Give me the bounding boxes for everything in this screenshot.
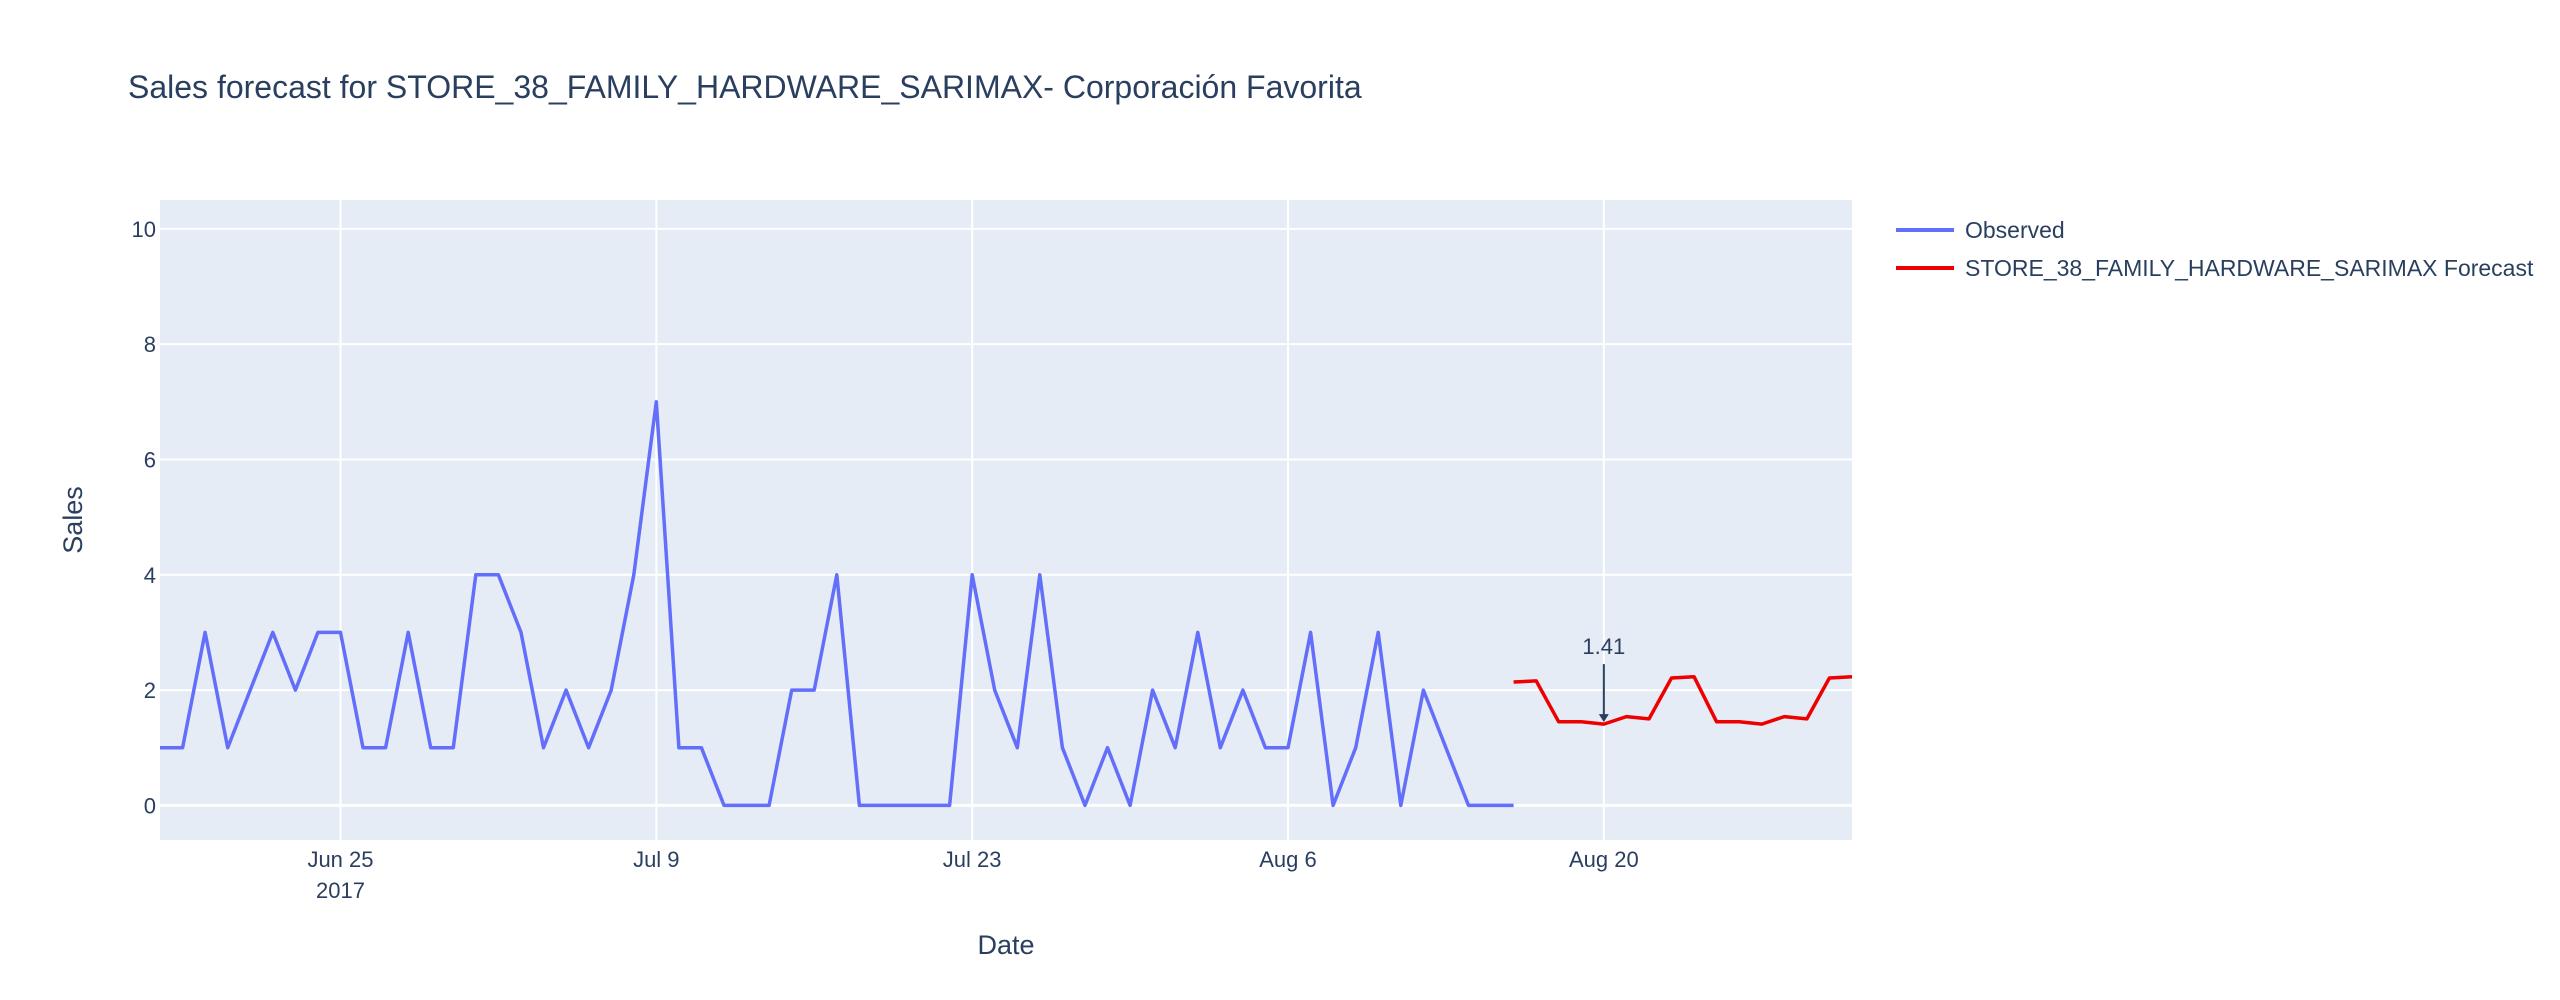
legend-item-1[interactable]: Observed — [1896, 217, 2065, 243]
y-axis-ticks: 0 2 4 6 8 10 — [132, 217, 156, 819]
legend-label: STORE_38_FAMILY_HARDWARE_SARIMAX Forecas… — [1965, 255, 2534, 281]
series-line-2 — [1513, 675, 1853, 726]
annotations: 1.41 — [1582, 634, 1625, 723]
y-tick-label: 6 — [144, 447, 156, 472]
x-tick-sublabel: 2017 — [316, 878, 365, 903]
series-line-1 — [160, 400, 1514, 808]
y-tick-label: 10 — [132, 217, 156, 242]
x-tick-label: Jun 25 — [307, 847, 373, 872]
x-tick-label: Jul 9 — [633, 847, 679, 872]
x-axis-title: Date — [977, 930, 1034, 960]
grid-lines — [160, 200, 1852, 840]
x-tick-label: Aug 6 — [1259, 847, 1317, 872]
x-tick-label: Aug 20 — [1569, 847, 1639, 872]
annotation-arrow-head — [1598, 714, 1609, 723]
chart-title: Sales forecast for STORE_38_FAMILY_HARDW… — [128, 69, 1362, 105]
y-tick-label: 2 — [144, 678, 156, 703]
annotation-label: 1.41 — [1582, 634, 1625, 659]
y-tick-label: 0 — [144, 793, 156, 818]
series-lines — [160, 400, 1853, 808]
legend-item-2[interactable]: STORE_38_FAMILY_HARDWARE_SARIMAX Forecas… — [1896, 255, 2534, 281]
plot-area — [160, 200, 1852, 840]
y-axis-title: Sales — [58, 486, 88, 554]
legend[interactable]: Observed STORE_38_FAMILY_HARDWARE_SARIMAX… — [1896, 217, 2534, 281]
legend-label: Observed — [1965, 217, 2065, 243]
y-tick-label: 8 — [144, 332, 156, 357]
x-tick-label: Jul 23 — [943, 847, 1002, 872]
y-tick-label: 4 — [144, 563, 156, 588]
x-axis-ticks: Jun 25 2017 Jul 9 Jul 23 Aug 6 Aug 20 — [307, 847, 1638, 903]
